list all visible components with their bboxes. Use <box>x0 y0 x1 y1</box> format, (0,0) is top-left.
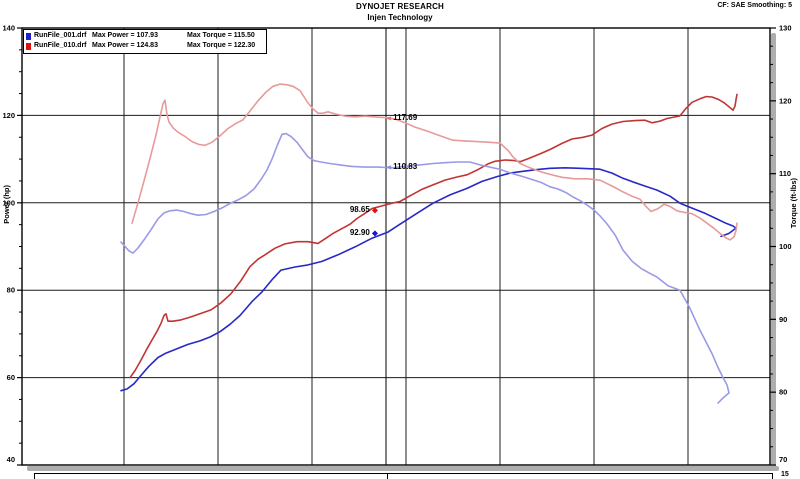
run2-max-power: Max Power = 124.83 <box>92 42 158 49</box>
svg-text:110: 110 <box>779 169 791 178</box>
svg-text:90: 90 <box>779 315 787 324</box>
page-title: DYNOJET RESEARCH <box>355 2 445 11</box>
page-subtitle: Injen Technology <box>367 13 433 22</box>
svg-text:70: 70 <box>779 455 787 464</box>
cursor-value-98.65: 98.65 ◆ <box>350 205 378 216</box>
run1-file-name: RunFile_001.drf <box>34 32 87 39</box>
svg-text:60: 60 <box>7 373 15 382</box>
svg-text:120: 120 <box>779 96 792 105</box>
svg-text:100: 100 <box>2 198 15 207</box>
cursor-value-110.83: ◄ 110.83 <box>385 162 417 173</box>
cursor-value-label: 98.65 <box>349 204 370 214</box>
cursor-value-label: 117.69 <box>393 112 418 122</box>
cursor-value-label: 110.83 <box>393 161 418 171</box>
legend-run-1[interactable]: RunFile_001.drf Max Power = 107.93 Max T… <box>26 31 264 41</box>
secondary-panel-tick-label: 15 <box>781 471 789 478</box>
left-arrow-marker-icon: ◄ <box>385 162 392 172</box>
svg-text:40: 40 <box>7 455 15 464</box>
svg-text:120: 120 <box>2 111 15 120</box>
secondary-panel-cursor-line <box>387 474 388 479</box>
correction-smoothing-info: CF: SAE Smoothing: 5 <box>717 2 792 9</box>
cursor-value-92.90: 92.90 ◆ <box>350 228 378 239</box>
diamond-marker-icon: ◆ <box>371 228 378 238</box>
svg-text:140: 140 <box>2 24 15 33</box>
run1-color-swatch <box>26 32 31 40</box>
legend-box: RunFile_001.drf Max Power = 107.93 Max T… <box>23 29 267 54</box>
diamond-marker-icon: ◆ <box>371 205 378 215</box>
svg-text:80: 80 <box>779 388 787 397</box>
run2-color-swatch <box>26 42 31 50</box>
cursor-value-117.69: ◄ 117.69 <box>385 113 417 124</box>
run1-max-power: Max Power = 107.93 <box>92 32 158 39</box>
power-axis-title: Power (hp) <box>2 185 11 224</box>
legend-run-2[interactable]: RunFile_010.drf Max Power = 124.83 Max T… <box>26 41 264 51</box>
svg-text:80: 80 <box>7 286 15 295</box>
secondary-panel <box>34 473 773 479</box>
left-arrow-marker-icon: ◄ <box>385 113 392 123</box>
cursor-value-label: 92.90 <box>349 227 370 237</box>
run2-file-name: RunFile_010.drf <box>34 42 87 49</box>
svg-text:130: 130 <box>779 24 792 33</box>
run2-max-torque: Max Torque = 122.30 <box>187 42 256 49</box>
svg-text:100: 100 <box>779 242 792 251</box>
torque-axis-title: Torque (ft-lbs) <box>789 178 798 229</box>
run1-max-torque: Max Torque = 115.50 <box>187 32 255 39</box>
